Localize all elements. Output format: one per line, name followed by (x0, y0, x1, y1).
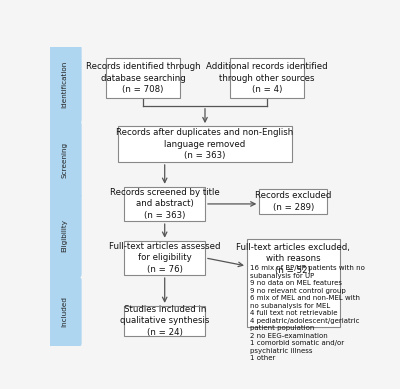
FancyBboxPatch shape (48, 121, 82, 198)
Text: Studies included in
qualitative synthesis
(n = 24): Studies included in qualitative synthesi… (120, 305, 209, 337)
Text: Records after duplicates and non-English
language removed
(n = 363): Records after duplicates and non-English… (116, 128, 294, 160)
FancyBboxPatch shape (48, 277, 82, 347)
Text: 16 mix of BP/UP patients with no
subanalysis for UP
9 no data on MEL features
9 : 16 mix of BP/UP patients with no subanal… (250, 265, 365, 361)
FancyBboxPatch shape (48, 45, 82, 124)
FancyBboxPatch shape (124, 187, 205, 221)
Text: Full-text articles excluded,
with reasons
(n = 52): Full-text articles excluded, with reason… (236, 243, 350, 275)
FancyBboxPatch shape (124, 306, 205, 336)
Text: Records excluded
(n = 289): Records excluded (n = 289) (255, 191, 332, 212)
FancyBboxPatch shape (48, 193, 82, 278)
Text: Included: Included (62, 296, 68, 327)
Text: Additional records identified
through other sources
(n = 4): Additional records identified through ot… (206, 62, 328, 94)
Text: Records screened by title
and abstract)
(n = 363): Records screened by title and abstract) … (110, 188, 220, 220)
FancyBboxPatch shape (247, 239, 340, 328)
FancyBboxPatch shape (230, 58, 304, 98)
FancyBboxPatch shape (118, 126, 292, 162)
Text: Records identified through
database searching
(n = 708): Records identified through database sear… (86, 62, 200, 94)
Text: Eligibility: Eligibility (62, 219, 68, 252)
FancyBboxPatch shape (106, 58, 180, 98)
Text: Screening: Screening (62, 142, 68, 178)
Text: Full-text articles assessed
for eligibility
(n = 76): Full-text articles assessed for eligibil… (109, 242, 220, 274)
FancyBboxPatch shape (124, 241, 205, 275)
FancyBboxPatch shape (259, 189, 328, 214)
Text: Identification: Identification (62, 61, 68, 108)
